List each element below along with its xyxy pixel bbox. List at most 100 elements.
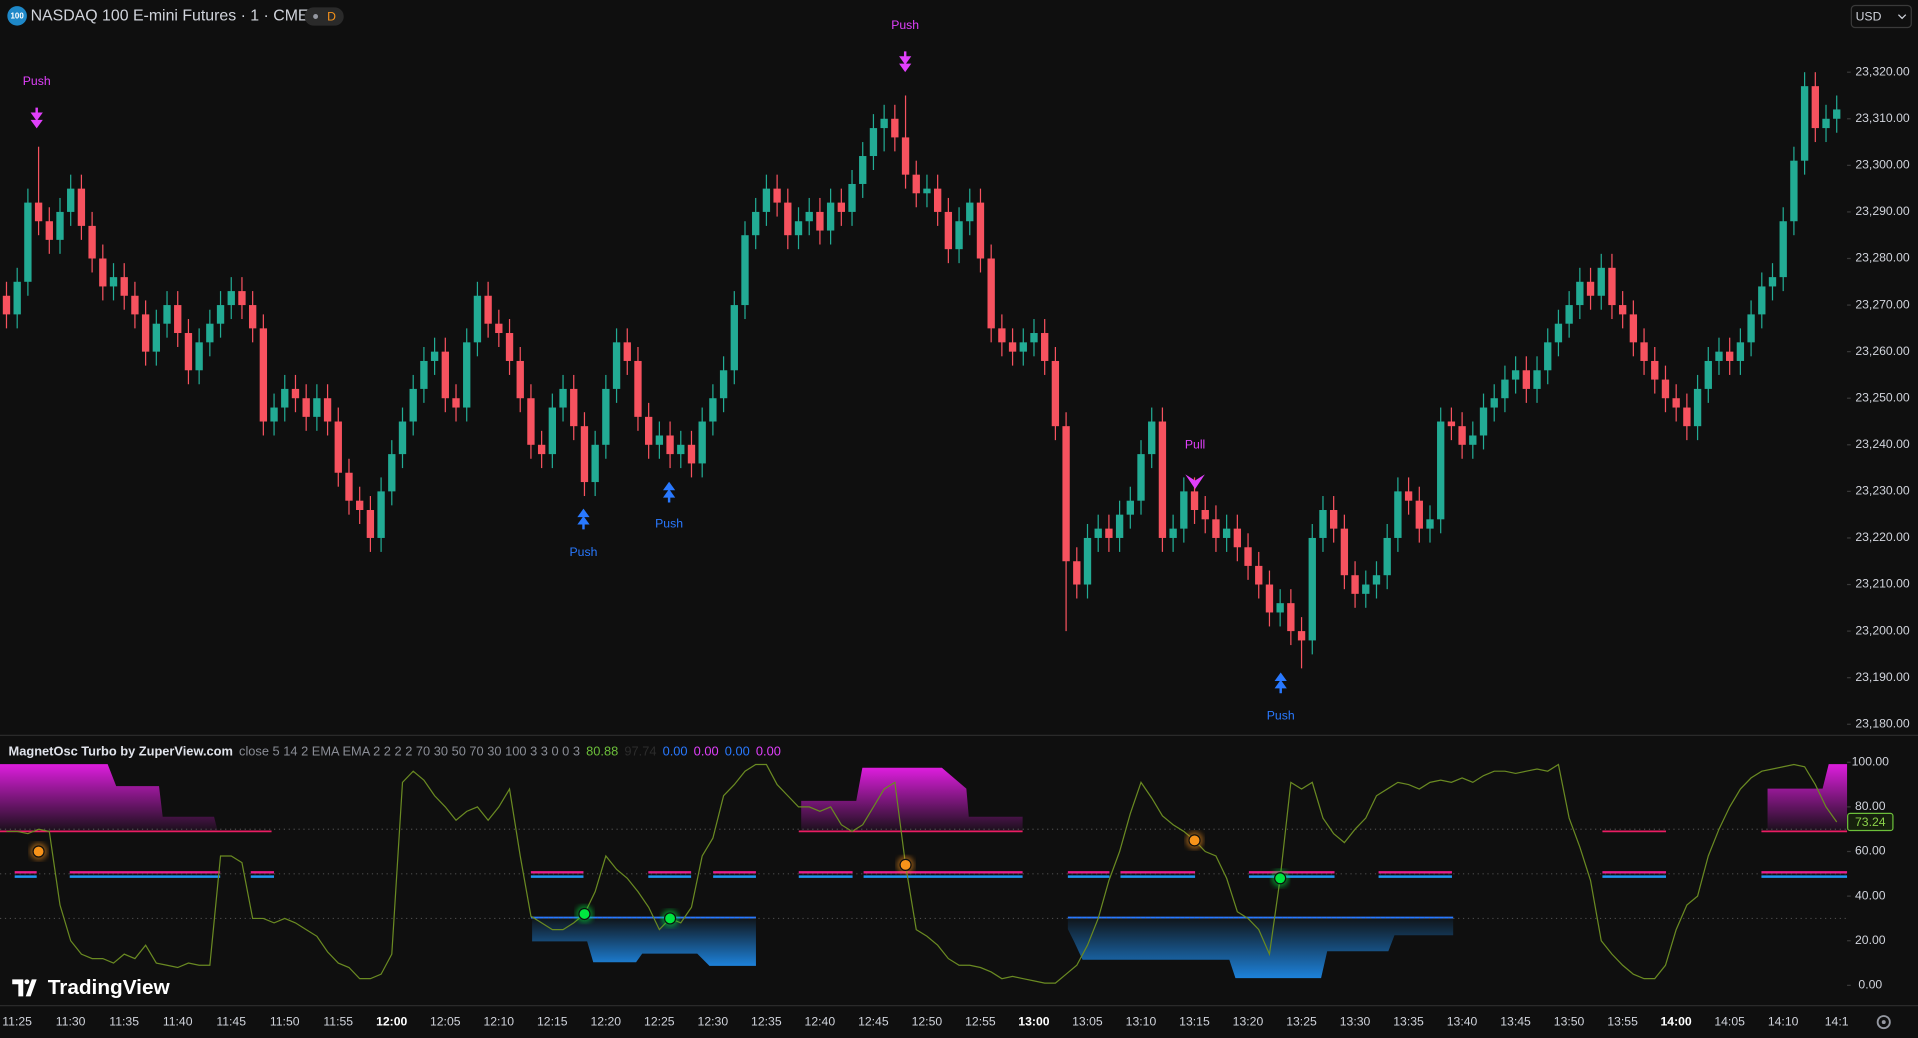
candle-body: [2, 295, 11, 315]
overbought-fill: [1767, 764, 1848, 832]
candle-body: [762, 188, 771, 212]
x-tick-label: 12:30: [698, 1014, 729, 1028]
symbol-icon-text: 100: [10, 12, 24, 21]
candle-body: [1383, 537, 1391, 576]
y-tick-label: 23,210.00: [1855, 577, 1910, 591]
x-tick-label: 11:40: [163, 1014, 193, 1028]
candle-body: [1105, 528, 1113, 538]
candle-body: [67, 188, 75, 212]
oversold-fill: [532, 918, 756, 966]
candle-body: [1308, 537, 1316, 641]
candle-body: [923, 188, 931, 194]
candle-body: [1233, 528, 1242, 548]
x-tick-label: 13:40: [1447, 1014, 1478, 1028]
candle-body: [356, 500, 364, 511]
y-tick-label: 23,320.00: [1855, 64, 1910, 78]
candle-body: [1244, 547, 1252, 566]
legend-text: 80.88: [586, 743, 618, 758]
x-tick-label: 12:55: [965, 1014, 996, 1028]
candle-body: [88, 225, 96, 259]
signal-dot: [32, 845, 45, 858]
candle-body: [313, 398, 321, 417]
candle-body: [1768, 277, 1777, 287]
candle-body: [570, 388, 578, 427]
candle-body: [109, 277, 118, 287]
candle-body: [1394, 491, 1402, 538]
signal-dot: [663, 912, 677, 925]
candle-body: [377, 491, 385, 538]
candle-body: [527, 398, 535, 445]
candle-body: [227, 291, 235, 306]
y-tick-label: 23,230.00: [1855, 484, 1910, 498]
candle-body: [1779, 221, 1787, 278]
candle-body: [548, 407, 557, 455]
candle-body: [259, 328, 268, 422]
candle-body: [719, 370, 728, 399]
candle-body: [773, 188, 781, 203]
candle-body: [473, 295, 482, 343]
candle-body: [848, 183, 856, 212]
candle-body: [1790, 160, 1798, 222]
x-tick-label: 13:15: [1179, 1014, 1210, 1028]
candle-body: [1169, 528, 1177, 538]
legend-text: 0.00: [725, 743, 750, 758]
y-tick-label: 0.00: [1858, 978, 1882, 992]
candle-body: [901, 137, 910, 175]
oversold-fill: [1067, 918, 1454, 979]
x-tick-label: 12:15: [537, 1014, 568, 1028]
signal-arrow: [662, 481, 676, 503]
candle-body: [1404, 491, 1413, 501]
symbol-title[interactable]: NASDAQ 100 E-mini Futures · 1 · CME: [31, 8, 309, 25]
candle-body: [1800, 86, 1809, 161]
candle-body: [152, 323, 160, 352]
candle-body: [1126, 500, 1134, 515]
candle-body: [955, 221, 963, 250]
y-tick-label: 40.00: [1855, 888, 1886, 902]
x-tick-label: 12:45: [858, 1014, 889, 1028]
x-tick-label: 13:50: [1554, 1014, 1585, 1028]
candle-body: [1522, 370, 1530, 389]
x-tick-label: 14:00: [1660, 1014, 1691, 1028]
candle-body: [45, 221, 53, 240]
legend-text: 0.00: [756, 743, 781, 758]
symbol-icon[interactable]: [7, 6, 27, 26]
candle-body: [302, 398, 310, 417]
candle-body: [891, 118, 899, 138]
candle-body: [430, 351, 439, 361]
candle-body: [623, 342, 631, 361]
y-tick-label: 60.00: [1855, 844, 1886, 858]
candle-body: [1704, 360, 1712, 389]
candle-body: [1426, 519, 1434, 529]
candle-body: [666, 435, 674, 455]
currency-box[interactable]: [1850, 4, 1912, 29]
candle-body: [495, 323, 503, 334]
x-tick-label: 13:20: [1233, 1014, 1264, 1028]
candle-body: [420, 360, 428, 389]
candle-body: [484, 295, 492, 324]
candle-body: [1554, 323, 1563, 343]
x-tick-label: 12:35: [751, 1014, 782, 1028]
x-tick-label: 11:30: [56, 1014, 86, 1028]
candle-body: [1008, 342, 1017, 352]
candle-body: [1297, 631, 1306, 641]
candle-body: [463, 342, 471, 408]
watermark: TradingView: [48, 976, 171, 999]
signal-label: Push: [891, 18, 919, 32]
settings-gear[interactable]: [1876, 1015, 1891, 1030]
badge-pill[interactable]: [304, 7, 344, 26]
x-tick-label: 12:00: [376, 1014, 407, 1028]
candle-body: [602, 388, 610, 445]
overbought-fill: [0, 764, 218, 832]
candle-body: [1608, 267, 1616, 306]
candle-body: [752, 211, 760, 236]
legend-text: 0.00: [663, 743, 688, 758]
candle-body: [966, 202, 974, 222]
candle-body: [248, 305, 257, 329]
candle-body: [645, 416, 653, 445]
legend-text: MagnetOsc Turbo by ZuperView.com: [9, 743, 233, 758]
x-tick-label: 13:25: [1286, 1014, 1317, 1028]
oscillator-line: [6, 763, 1838, 984]
signal-dot: [1188, 834, 1201, 847]
candle-body: [1158, 421, 1167, 538]
